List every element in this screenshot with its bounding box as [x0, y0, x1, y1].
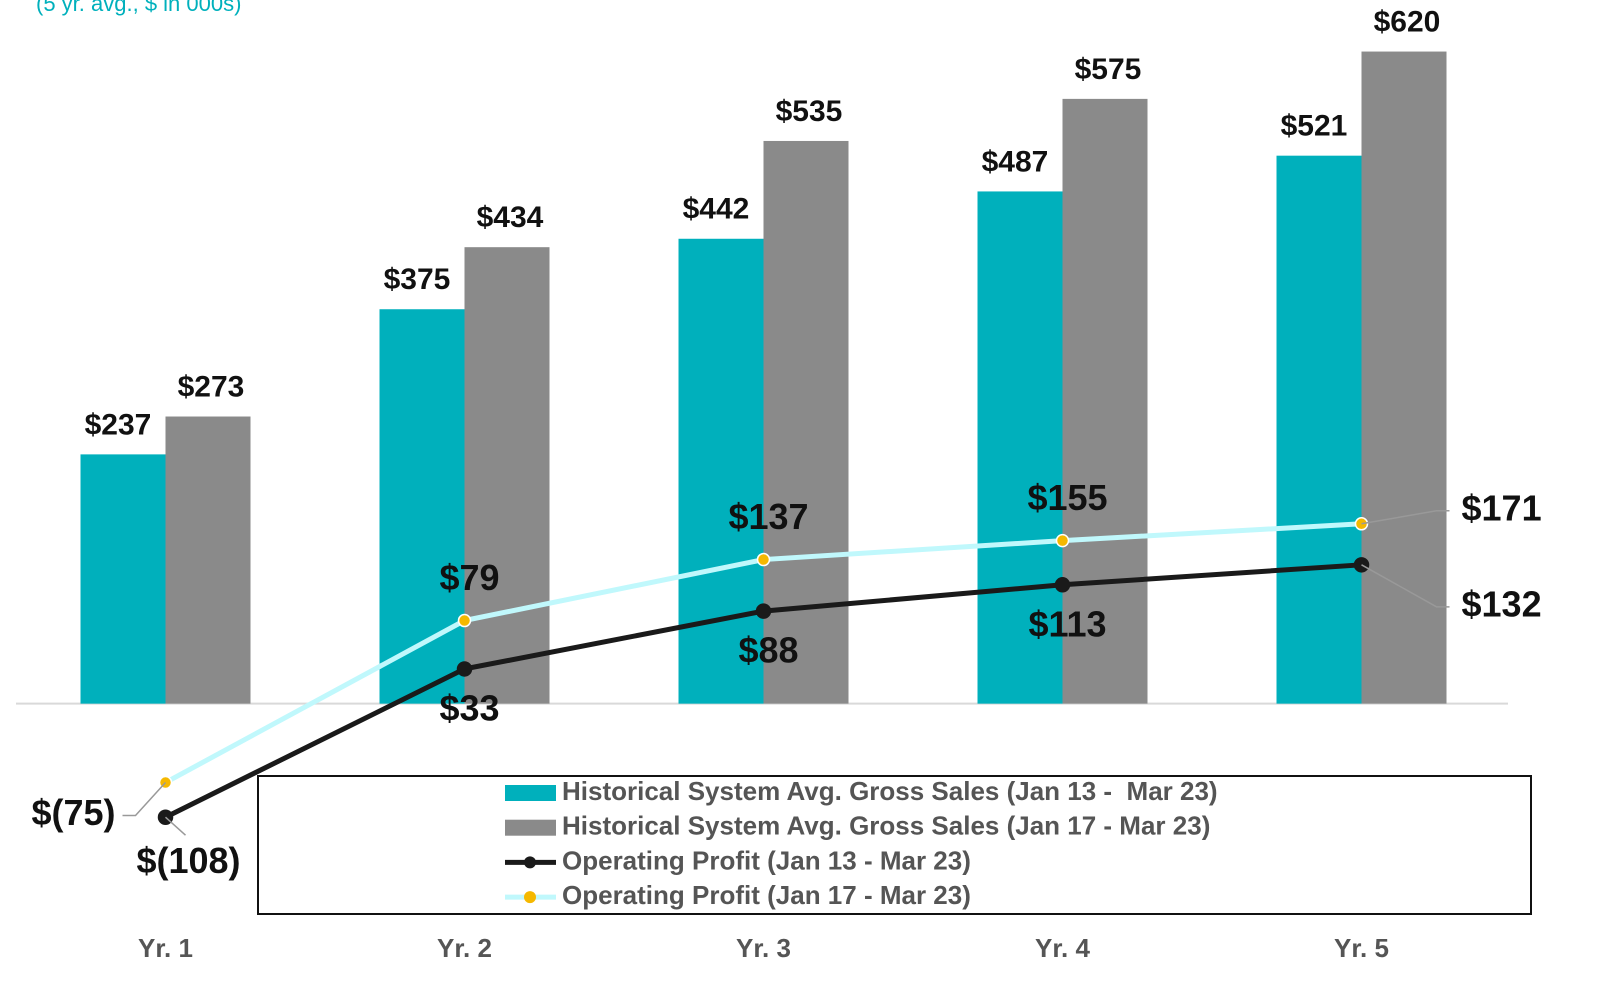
- data-label: $(108): [136, 840, 240, 881]
- legend-marker: [524, 891, 536, 904]
- data-label: $575: [1075, 53, 1142, 86]
- leader-line: [1361, 510, 1450, 525]
- data-label: $521: [1281, 110, 1348, 143]
- bar: [977, 191, 1063, 704]
- leader-line: [122, 782, 167, 817]
- data-label: $113: [1028, 603, 1106, 644]
- line-marker: [457, 613, 472, 628]
- bar: [763, 140, 849, 704]
- bar: [1062, 98, 1148, 704]
- line-marker: [756, 552, 771, 567]
- data-label: $620: [1374, 5, 1441, 38]
- x-tick-label: Yr. 2: [437, 933, 492, 963]
- data-label: $487: [982, 145, 1049, 178]
- legend-label: Operating Profit (Jan 17 - Mar 23): [562, 880, 971, 910]
- data-label: $155: [1027, 477, 1107, 518]
- x-tick-label: Yr. 5: [1334, 933, 1389, 963]
- bar: [165, 416, 251, 704]
- data-label: $237: [85, 408, 152, 441]
- leader-line: [1361, 564, 1450, 608]
- line-marker: [1055, 533, 1070, 548]
- data-label: $88: [738, 630, 798, 671]
- legend-swatch: [505, 819, 556, 836]
- legend-swatch: [505, 785, 556, 801]
- bar: [1276, 155, 1362, 704]
- data-label: $79: [439, 557, 499, 598]
- chart-subtitle: (5 yr. avg., $ in 000s): [36, 0, 241, 16]
- data-label: $442: [683, 193, 750, 226]
- bar: [1361, 51, 1447, 704]
- leader-line: [164, 816, 187, 836]
- data-label: $33: [439, 687, 499, 728]
- data-label: $132: [1462, 583, 1542, 624]
- legend-box: [257, 775, 1532, 915]
- data-label: $171: [1462, 487, 1542, 528]
- bar: [80, 454, 166, 704]
- x-tick-label: Yr. 3: [736, 933, 791, 963]
- bar: [379, 309, 465, 704]
- legend-label: Historical System Avg. Gross Sales (Jan …: [562, 811, 1210, 841]
- data-label: $273: [178, 370, 245, 403]
- line-marker: [456, 661, 473, 677]
- data-label: $375: [384, 263, 451, 296]
- data-label: $(75): [31, 792, 115, 833]
- data-label: $137: [728, 496, 808, 537]
- x-tick-label: Yr. 1: [138, 933, 193, 963]
- line-marker: [1054, 577, 1071, 593]
- legend-label: Historical System Avg. Gross Sales (Jan …: [562, 776, 1218, 806]
- legend-label: Operating Profit (Jan 13 - Mar 23): [562, 845, 971, 875]
- data-label: $434: [477, 201, 544, 234]
- line-marker: [755, 603, 772, 619]
- x-tick-label: Yr. 4: [1035, 933, 1090, 963]
- data-label: $535: [776, 95, 843, 128]
- legend-marker: [524, 856, 536, 869]
- bar: [464, 247, 550, 704]
